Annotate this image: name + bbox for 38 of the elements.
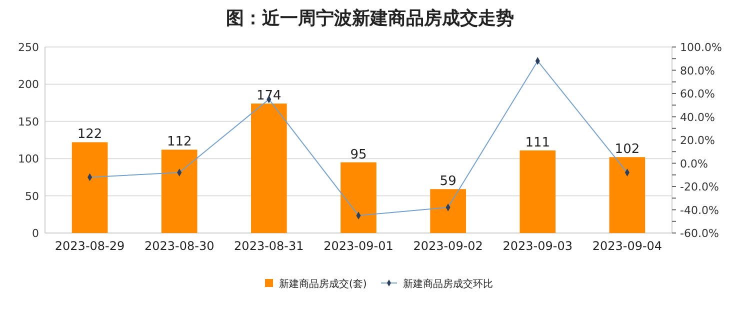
bar bbox=[430, 189, 466, 233]
data-label: 95 bbox=[350, 147, 367, 162]
y-tick-label: 100 bbox=[18, 152, 39, 166]
data-label: 112 bbox=[166, 134, 192, 150]
data-label: 102 bbox=[614, 142, 640, 158]
x-tick-label: 2023-09-02 bbox=[413, 239, 483, 253]
y-tick-label: 250 bbox=[18, 41, 39, 54]
bar bbox=[161, 150, 198, 233]
y2-tick-label: -20.0% bbox=[680, 180, 719, 194]
chart-title: 图：近一周宁波新建商品房成交走势 bbox=[226, 8, 514, 29]
data-label: 122 bbox=[77, 127, 102, 142]
y2-tick-label: 0.0% bbox=[680, 157, 708, 170]
x-tick-label: 2023-09-01 bbox=[324, 239, 394, 253]
legend-label: 新建商品房成交(套) bbox=[279, 278, 367, 290]
bar bbox=[520, 150, 556, 233]
x-tick-label: 2023-09-03 bbox=[502, 239, 573, 253]
y-tick-label: 50 bbox=[25, 190, 39, 203]
data-label: 59 bbox=[440, 174, 456, 190]
legend-label: 新建商品房成交环比 bbox=[403, 278, 493, 290]
y-tick-label: 200 bbox=[18, 78, 39, 92]
bar bbox=[340, 162, 376, 233]
x-tick-label: 2023-08-29 bbox=[54, 239, 125, 253]
y2-tick-label: 80.0% bbox=[680, 64, 715, 78]
y-tick-label: 0 bbox=[32, 227, 39, 240]
y2-tick-label: -40.0% bbox=[680, 204, 719, 217]
data-label: 111 bbox=[525, 135, 550, 150]
x-tick-label: 2023-08-31 bbox=[234, 239, 304, 253]
y2-tick-label: 20.0% bbox=[680, 134, 715, 147]
y-tick-label: 150 bbox=[18, 115, 39, 128]
x-tick-label: 2023-09-04 bbox=[592, 239, 662, 253]
x-tick-label: 2023-08-30 bbox=[144, 239, 214, 253]
bar bbox=[609, 157, 646, 233]
y2-tick-label: 100.0% bbox=[680, 41, 722, 54]
bar bbox=[72, 142, 108, 233]
y2-tick-label: 60.0% bbox=[680, 88, 715, 100]
y2-tick-label: -60.0% bbox=[680, 227, 719, 240]
bar bbox=[251, 104, 287, 233]
y2-tick-label: 40.0% bbox=[680, 110, 715, 124]
